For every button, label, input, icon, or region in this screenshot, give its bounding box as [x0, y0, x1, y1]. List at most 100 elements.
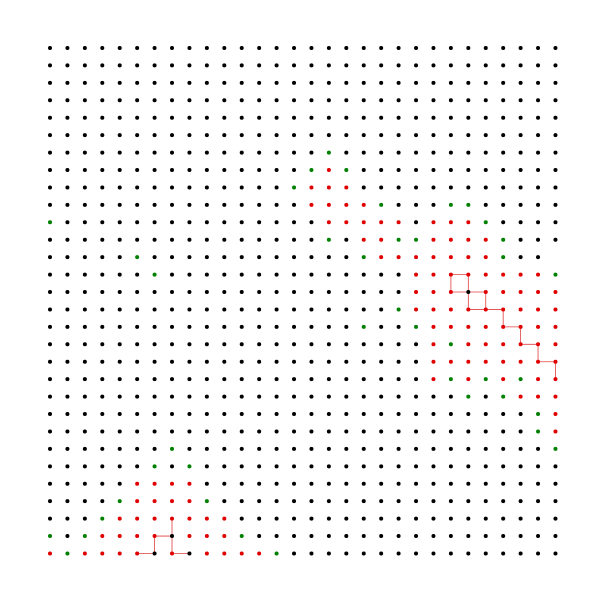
grid-dot — [274, 150, 279, 155]
grid-dot — [274, 324, 279, 329]
grid-dot — [274, 429, 279, 434]
grid-dot — [361, 359, 366, 364]
grid-dot — [292, 63, 297, 68]
grid-dot — [448, 516, 453, 521]
grid-dot — [448, 377, 453, 382]
grid-dot — [536, 80, 541, 85]
grid-dot — [501, 534, 506, 539]
grid-dot — [117, 342, 122, 347]
grid-dot — [292, 307, 297, 312]
grid-dot — [483, 133, 488, 138]
grid-dot — [82, 150, 87, 155]
grid-dot — [170, 551, 175, 556]
grid-dot — [326, 168, 331, 173]
grid-dot — [170, 133, 175, 138]
grid-dot — [117, 324, 122, 329]
grid-dot — [187, 429, 192, 434]
grid-dot — [431, 46, 436, 50]
grid-dot — [448, 98, 453, 103]
grid-dot — [239, 377, 244, 382]
grid-dot — [170, 324, 175, 329]
grid-dot — [170, 342, 175, 347]
grid-dot — [257, 80, 262, 85]
grid-dot — [239, 272, 244, 277]
grid-dot — [309, 46, 314, 50]
grid-dot — [448, 290, 453, 295]
grid-dot — [170, 516, 175, 521]
grid-dot — [48, 359, 52, 364]
grid-dot — [448, 551, 453, 556]
grid-dot — [187, 499, 192, 504]
grid-dot — [135, 237, 140, 242]
grid-dot — [48, 46, 52, 50]
grid-dot — [553, 499, 558, 504]
grid-dot — [117, 168, 122, 173]
grid-dot — [170, 168, 175, 173]
grid-dot — [414, 551, 419, 556]
grid-dot — [117, 516, 122, 521]
grid-dot — [152, 272, 157, 277]
grid-dot — [483, 516, 488, 521]
grid-dot — [379, 499, 384, 504]
grid-dot — [309, 551, 314, 556]
grid-dot — [414, 115, 419, 120]
grid-dot — [82, 168, 87, 173]
grid-dot — [466, 446, 471, 451]
grid-dot — [448, 446, 453, 451]
grid-dot — [448, 481, 453, 486]
grid-dot — [204, 115, 209, 120]
grid-dot — [152, 80, 157, 85]
grid-dot — [501, 359, 506, 364]
grid-dot — [344, 324, 349, 329]
grid-dot — [501, 185, 506, 190]
grid-dot — [431, 359, 436, 364]
grid-dot — [222, 255, 227, 260]
grid-dot — [431, 324, 436, 329]
grid-dot — [536, 168, 541, 173]
grid-dot — [82, 499, 87, 504]
grid-dot — [518, 255, 523, 260]
grid-dot — [553, 429, 558, 434]
grid-dot — [518, 115, 523, 120]
grid-dot — [204, 202, 209, 207]
grid-dot — [431, 290, 436, 295]
grid-dot — [501, 255, 506, 260]
grid-dot — [152, 237, 157, 242]
grid-dot — [361, 115, 366, 120]
grid-dot — [344, 499, 349, 504]
grid-dot — [536, 98, 541, 103]
grid-dot — [292, 290, 297, 295]
grid-dot — [553, 377, 558, 382]
grid-dot — [135, 481, 140, 486]
grid-dot — [361, 133, 366, 138]
grid-dot — [414, 220, 419, 225]
grid-dot — [326, 80, 331, 85]
grid-dot — [274, 185, 279, 190]
grid-dot — [135, 551, 140, 556]
grid-dot — [501, 412, 506, 417]
grid-dot — [257, 394, 262, 399]
grid-dot — [414, 324, 419, 329]
grid-dot — [117, 464, 122, 469]
grid-dot — [204, 255, 209, 260]
grid-dot — [431, 80, 436, 85]
grid-dot — [292, 377, 297, 382]
grid-dot — [379, 412, 384, 417]
grid-dot — [292, 412, 297, 417]
grid-dot — [414, 359, 419, 364]
grid-dot — [466, 150, 471, 155]
grid-dot — [414, 150, 419, 155]
grid-dot — [553, 307, 558, 312]
grid-dot — [501, 133, 506, 138]
grid-dot — [448, 394, 453, 399]
grid-dot — [536, 499, 541, 504]
grid-dot — [65, 359, 70, 364]
grid-dot — [309, 412, 314, 417]
grid-dot — [48, 307, 52, 312]
grid-dot — [448, 534, 453, 539]
grid-dot — [257, 481, 262, 486]
grid-dot — [187, 80, 192, 85]
grid-dot — [152, 377, 157, 382]
grid-dot — [518, 481, 523, 486]
grid-dot — [361, 464, 366, 469]
